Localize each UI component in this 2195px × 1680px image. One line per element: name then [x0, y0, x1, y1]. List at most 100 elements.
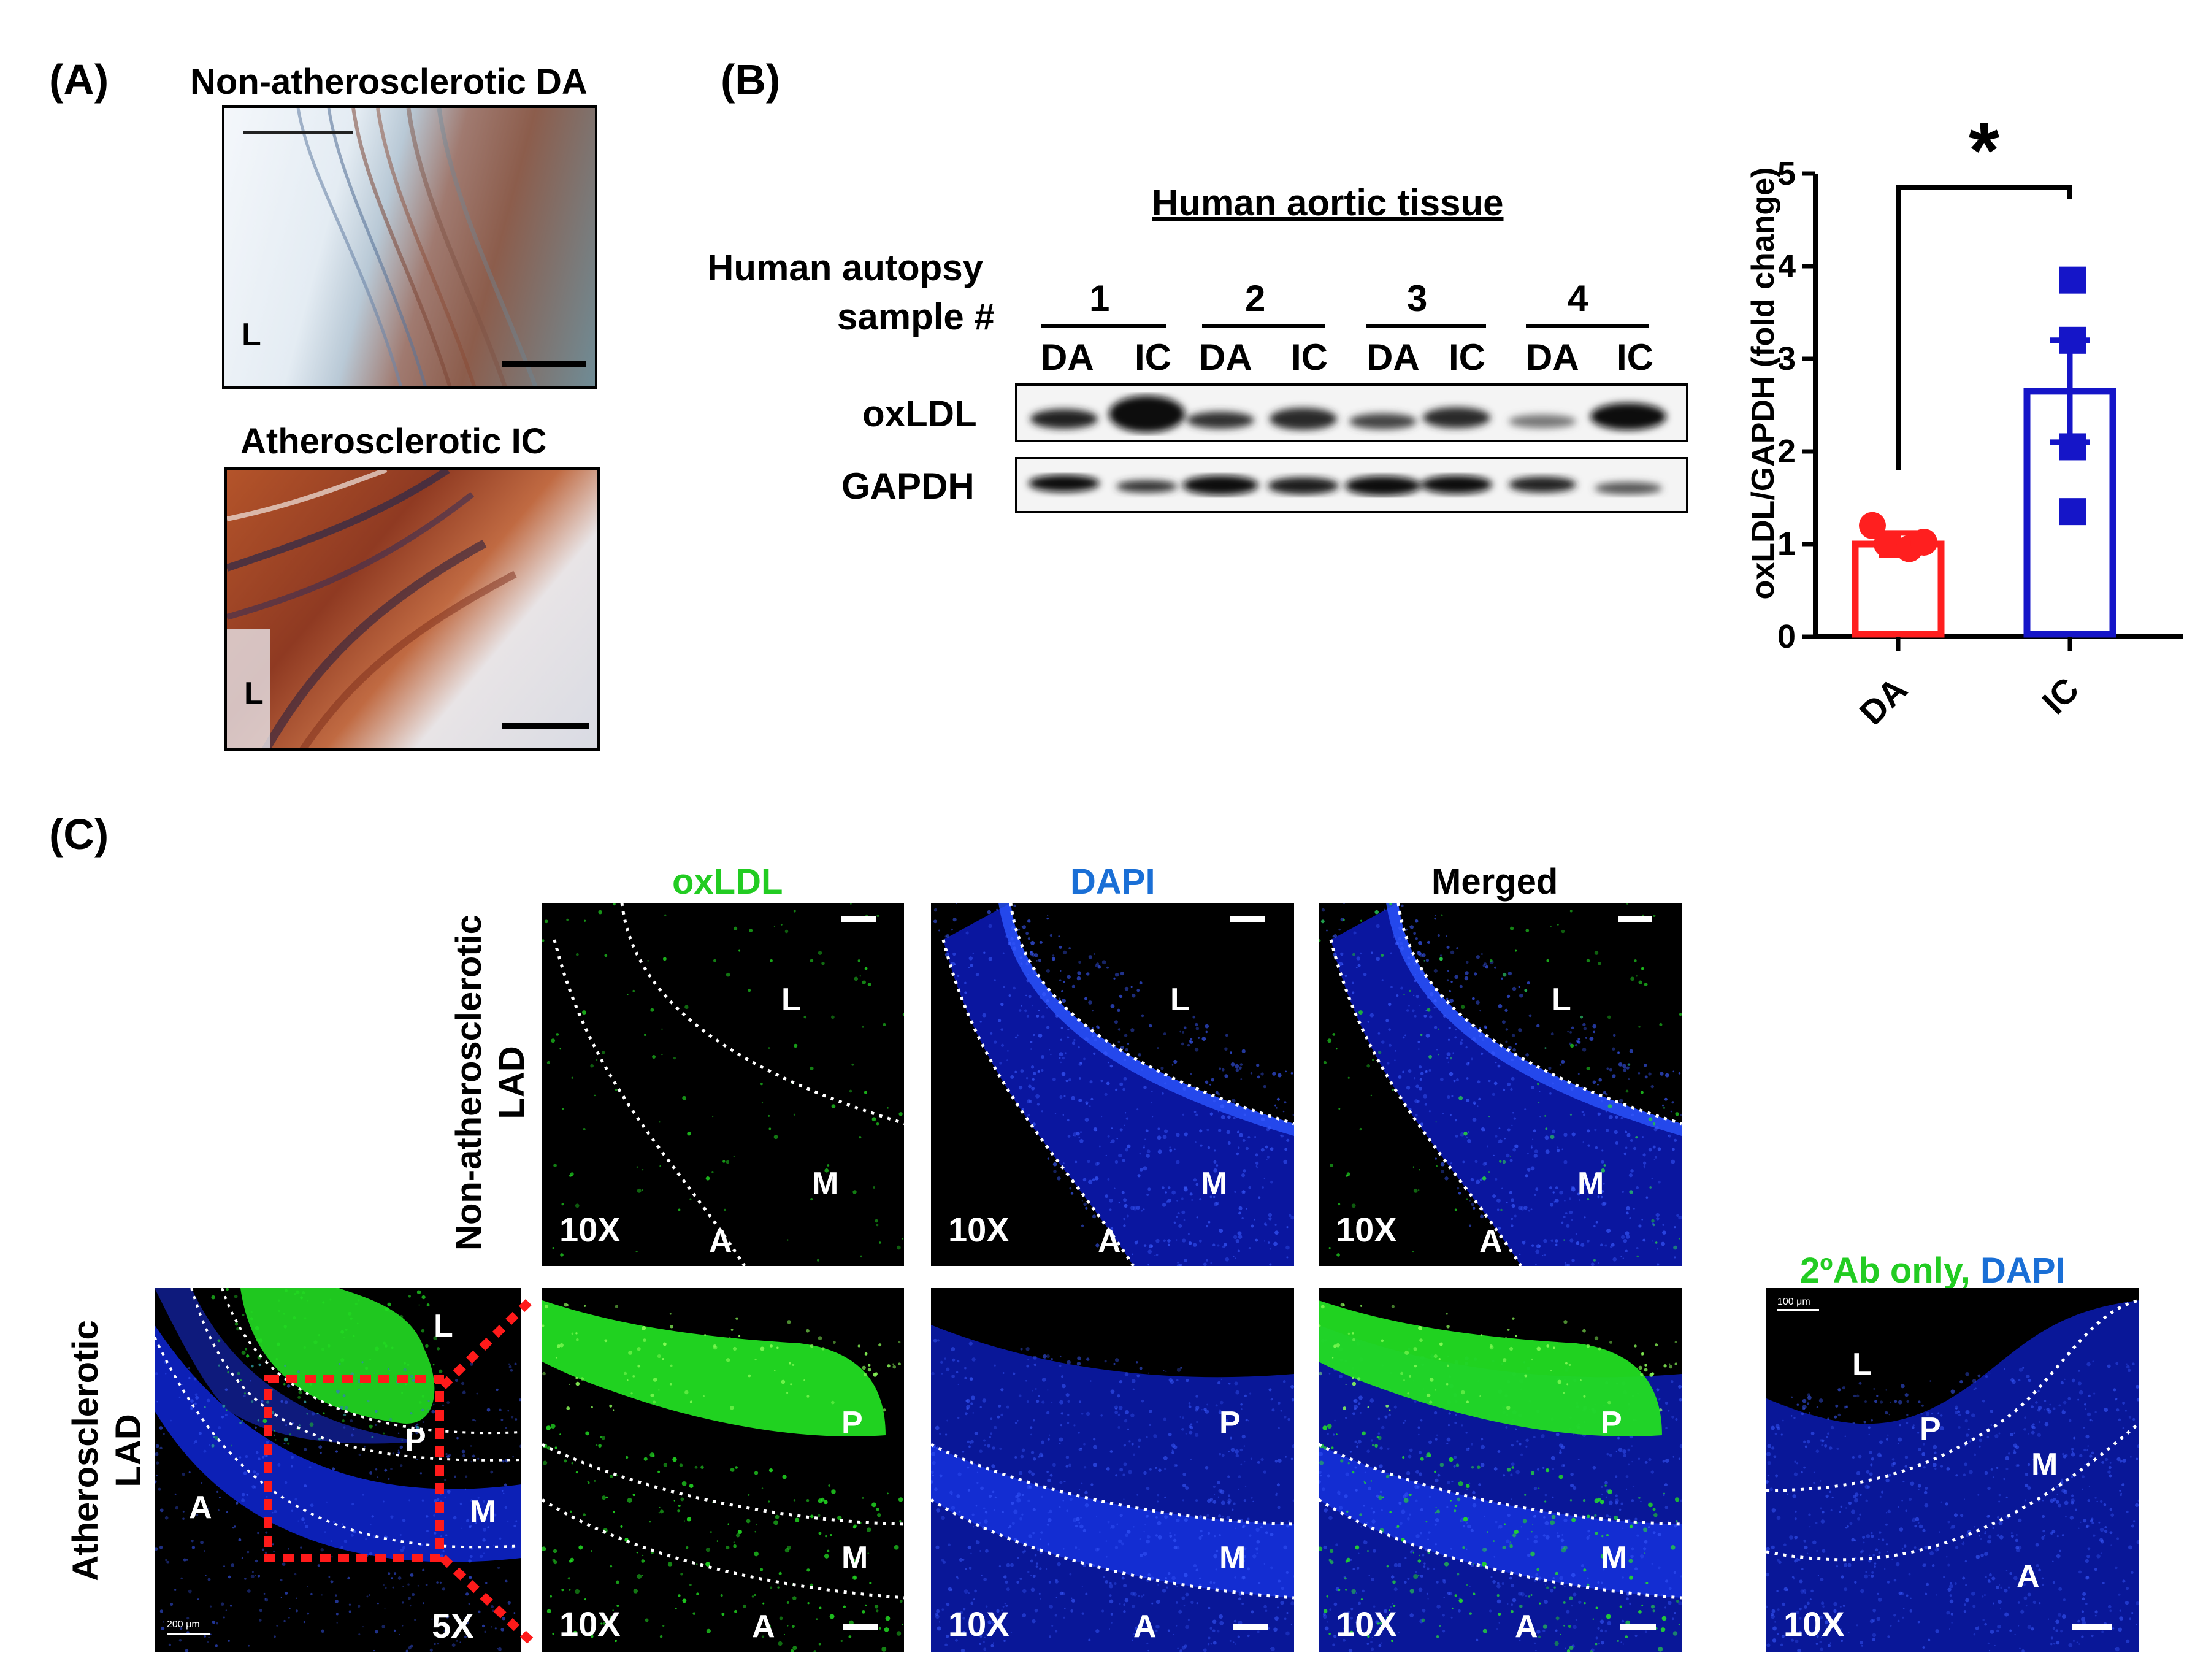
r1-oxldl-A: A [709, 1224, 732, 1259]
col-title-dapi: DAPI [1070, 862, 1155, 902]
row2-line2: LAD [109, 1414, 148, 1487]
micro-r1-merged: L M A 10X [1319, 903, 1682, 1266]
bar-chart: 0 1 2 3 4 5 DA IC * [1779, 105, 2183, 724]
wb-oxldl-bands [1030, 396, 1666, 432]
wb-header: Human aortic tissue [1152, 182, 1504, 223]
r1-merged-L: L [1552, 982, 1571, 1018]
wb-lane-4: IC [1291, 337, 1328, 378]
wb-sample-2: 2 [1245, 278, 1266, 319]
r1-dapi-mag: 10X [948, 1210, 1009, 1249]
control-title: 2ºAb only, DAPI [1800, 1250, 2066, 1291]
r1-oxldl-L: L [781, 982, 801, 1018]
r2-merged-A: A [1515, 1609, 1538, 1644]
hist-bottom-image: L [224, 467, 600, 751]
y-tick-label: 2 [1779, 433, 1796, 470]
hist-top-title: Non-atherosclerotic DA [190, 62, 588, 102]
control-title-a: 2ºAb only, [1800, 1251, 1971, 1291]
col-title-merged: Merged [1431, 862, 1558, 902]
r2-oxldl-A: A [752, 1609, 775, 1644]
micro-r1-oxldl: L M A 10X [542, 903, 904, 1266]
r2-5x-A: A [189, 1490, 212, 1525]
control-title-b: DAPI [1980, 1251, 2066, 1291]
significance-bracket [1896, 185, 2072, 470]
x-tick-label-ic: IC [2034, 670, 2086, 721]
y-tick-label: 4 [1779, 248, 1796, 285]
wb-sample-4: 4 [1568, 278, 1588, 319]
ctrl-M: M [2031, 1447, 2058, 1482]
wb-band-label-gapdh: GAPDH [841, 466, 975, 507]
data-point-ic [2059, 433, 2086, 461]
ctrl-mag: 10X [1783, 1605, 1845, 1643]
ctrl-P: P [1920, 1411, 1941, 1447]
r1-oxldl-M: M [812, 1166, 839, 1202]
wb-gapdh-bands [1029, 475, 1662, 496]
control-scale-text: 100 μm [1777, 1297, 1810, 1307]
wb-lane-1: DA [1041, 337, 1094, 378]
wb-row-label-2: sample # [837, 296, 995, 337]
significance-star: * [1969, 105, 2000, 195]
data-point-da [1910, 528, 1937, 556]
r2-5x-mag: 5X [432, 1606, 474, 1645]
micro-r2-5x: L P M A 5X 200 μm [155, 1288, 521, 1652]
hist-top-lumen-label: L [242, 317, 261, 353]
ctrl-L: L [1852, 1347, 1872, 1383]
hist-top-image: L [222, 105, 597, 389]
row2-line1: Atherosclerotic [66, 1320, 105, 1581]
r2-dapi-mag: 10X [948, 1605, 1009, 1643]
r1-dapi-M: M [1201, 1166, 1228, 1202]
wb-lane-6: IC [1449, 337, 1485, 378]
r1-merged-mag: 10X [1336, 1210, 1397, 1249]
r1-merged-M: M [1577, 1166, 1604, 1202]
wb-sample-3: 3 [1407, 278, 1428, 319]
hist-bottom-title: Atherosclerotic IC [240, 421, 547, 461]
zoom-box [264, 1375, 444, 1562]
y-tick-label: 1 [1779, 526, 1796, 562]
r2-oxldl-mag: 10X [559, 1605, 621, 1643]
wb-band-label-oxldl: oxLDL [862, 393, 977, 434]
r1-dapi-L: L [1170, 982, 1190, 1018]
x-tick-label-da: DA [1852, 670, 1915, 724]
hist-bottom-texture [227, 470, 589, 748]
r2-5x-M: M [470, 1494, 497, 1530]
wb-lane-3: DA [1199, 337, 1252, 378]
r2-merged-mag: 10X [1336, 1605, 1397, 1643]
r2-merged-P: P [1601, 1405, 1622, 1441]
data-point-ic [2059, 326, 2086, 354]
wb-row-label-1: Human autopsy [707, 247, 984, 288]
micro-r2-dapi: P M A 10X [931, 1288, 1294, 1652]
r2-oxldl-M: M [841, 1540, 868, 1576]
wb-lane-2: IC [1135, 337, 1171, 378]
r2-merged-M: M [1601, 1540, 1628, 1576]
r2-dapi-A: A [1133, 1609, 1157, 1644]
wb-sample-bar-1 [1041, 324, 1166, 328]
panel-label-b: (B) [721, 56, 781, 104]
hist-bottom-lumen-label: L [244, 676, 264, 712]
r2-dapi-M: M [1219, 1540, 1246, 1576]
r2-dapi-P: P [1219, 1405, 1241, 1441]
micro-control: 100 μm L P M A 10X [1766, 1288, 2139, 1652]
wb-sample-bar-2 [1202, 324, 1325, 328]
row1-line1: Non-atherosclerotic [449, 915, 489, 1251]
panel-label-c: (C) [49, 810, 109, 858]
y-tick-label: 5 [1779, 155, 1796, 192]
data-point-da [1859, 512, 1886, 539]
r2-5x-P: P [405, 1422, 426, 1458]
micro-r2-oxldl: P M A 10X [542, 1288, 904, 1652]
wb-sample-bar-4 [1526, 324, 1649, 328]
hist-top-texture [243, 108, 586, 386]
wb-lane-8: IC [1617, 337, 1653, 378]
micro-r1-dapi: L M A 10X [931, 903, 1294, 1266]
y-tick-label: 0 [1779, 618, 1796, 655]
wb-sample-bar-3 [1366, 324, 1486, 328]
r1-merged-A: A [1479, 1224, 1503, 1259]
r1-dapi-A: A [1098, 1224, 1121, 1259]
y-tick-label: 3 [1779, 340, 1796, 377]
panel-label-a: (A) [49, 56, 109, 104]
r2-5x-scale-text: 200 μm [167, 1619, 200, 1630]
chart-ylabel: oxLDL/GAPDH (fold change) [1745, 167, 1781, 600]
wb-sample-1: 1 [1089, 278, 1110, 319]
data-point-ic [2059, 266, 2086, 294]
wb-lane-7: DA [1526, 337, 1579, 378]
col-title-oxldl: oxLDL [672, 862, 783, 902]
r1-oxldl-mag: 10X [559, 1210, 621, 1249]
